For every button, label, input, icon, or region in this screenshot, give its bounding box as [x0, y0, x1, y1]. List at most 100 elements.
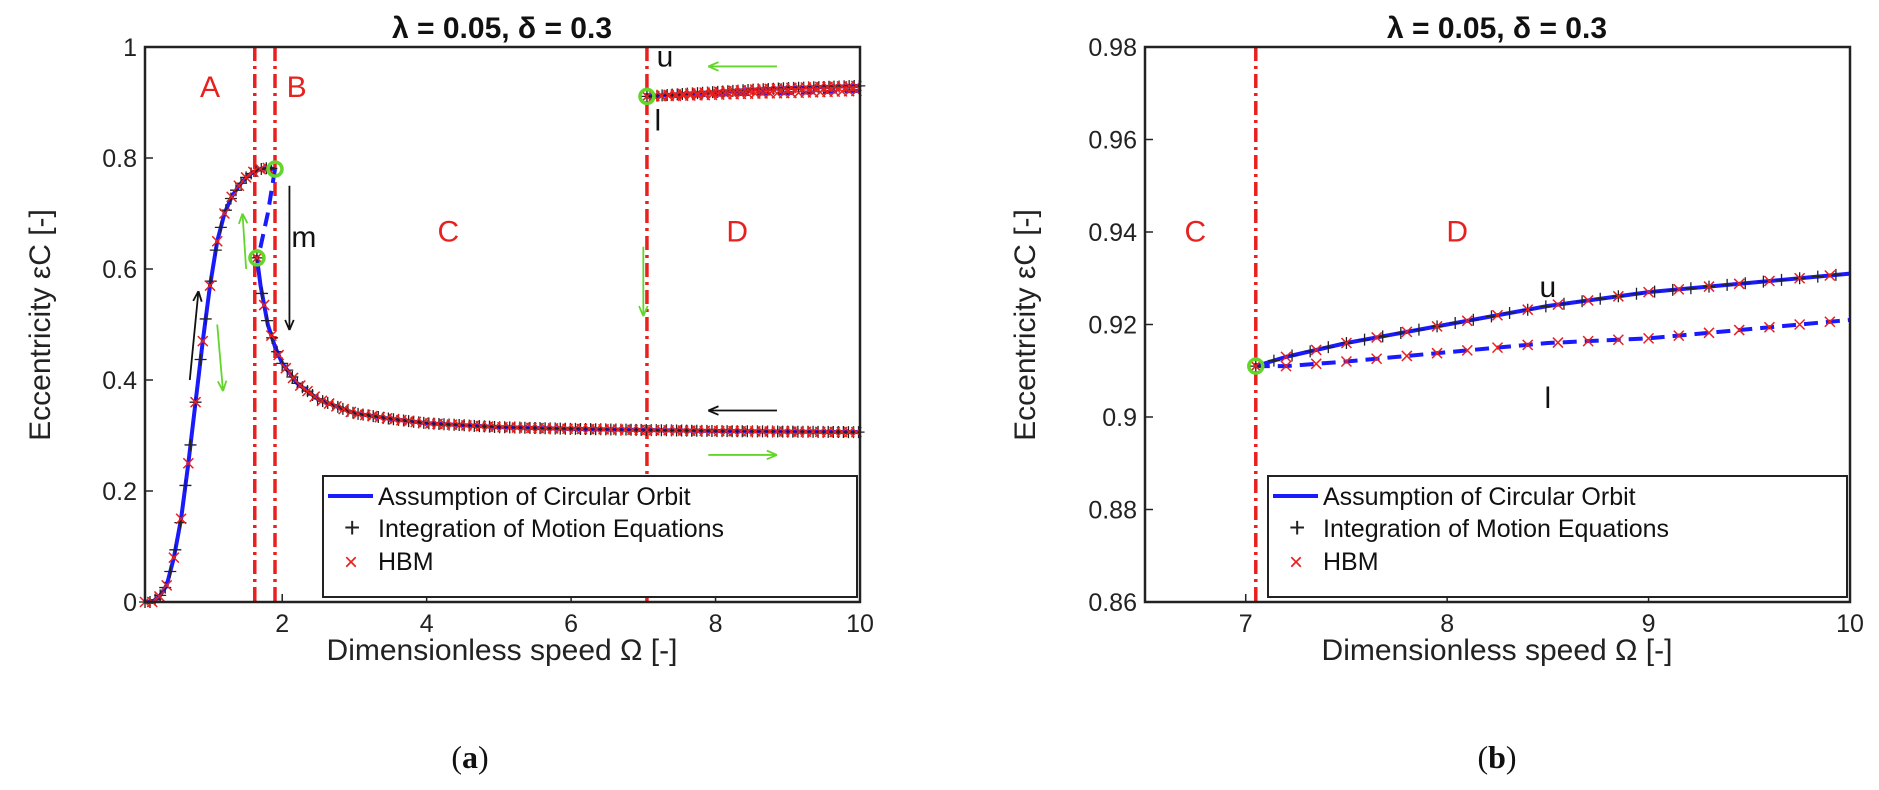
- plus-marker: [1684, 282, 1697, 295]
- direction-arrowhead: [638, 305, 649, 317]
- plus-marker: [1666, 283, 1679, 296]
- region-label: A: [200, 71, 220, 104]
- y-tick-label: 0.86: [1088, 589, 1137, 617]
- x-tick-label: 6: [564, 610, 578, 638]
- plus-marker: [1739, 277, 1752, 290]
- cross-marker: [218, 207, 230, 220]
- legend-label-integration: Integration of Motion Equations: [1323, 515, 1669, 543]
- direction-arrowhead: [707, 405, 719, 416]
- cross-marker: [1552, 299, 1564, 311]
- cross-marker: [1280, 360, 1292, 372]
- cross-marker: [1522, 339, 1534, 351]
- cross-marker: [1431, 320, 1443, 332]
- cross-marker: [1461, 344, 1473, 356]
- curve-1: [255, 168, 277, 259]
- cross-marker: [1522, 304, 1534, 316]
- cross-marker: [1310, 344, 1322, 356]
- panel-b-legend-box: [1267, 475, 1848, 598]
- y-tick-label: 0.94: [1088, 219, 1137, 247]
- x-tick-label: 9: [1642, 610, 1656, 638]
- cross-marker: [1582, 294, 1594, 306]
- direction-arrowhead: [217, 380, 228, 392]
- panel-b-title: λ = 0.05, δ = 0.3: [1387, 12, 1607, 45]
- cross-marker: [1340, 355, 1352, 368]
- plus-marker: [1503, 307, 1516, 320]
- cross-marker: [168, 552, 180, 564]
- plus-marker: [1594, 292, 1607, 305]
- cross-marker: [301, 385, 314, 397]
- cross-marker: [1643, 286, 1655, 298]
- y-tick-label: 0.96: [1088, 127, 1137, 155]
- plus-marker: [184, 438, 197, 451]
- cross-marker: [1794, 318, 1806, 331]
- cross-marker: [1582, 335, 1594, 347]
- plus-marker: [1322, 341, 1335, 354]
- plus-marker: [1539, 300, 1552, 313]
- direction-arrowhead: [238, 213, 249, 225]
- plus-marker: [1358, 333, 1371, 346]
- x-tick-label: 7: [1239, 610, 1253, 638]
- legend-label-circular: Assumption of Circular Orbit: [1323, 483, 1636, 511]
- plus-marker: [1449, 317, 1462, 330]
- cross-marker: [1763, 321, 1775, 333]
- legend-plus-swatch: +: [344, 512, 360, 543]
- direction-arrow: [188, 291, 200, 381]
- cross-marker: [1461, 315, 1473, 327]
- cross-marker: [251, 252, 263, 264]
- x-tick-label: 8: [709, 610, 723, 638]
- cross-marker: [1340, 337, 1352, 349]
- y-tick-label: 0.6: [102, 256, 137, 284]
- plus-marker: [214, 221, 227, 234]
- plus-marker: [169, 543, 182, 556]
- cross-marker: [323, 398, 335, 410]
- cross-marker: [1401, 326, 1413, 338]
- cross-marker: [1703, 281, 1715, 293]
- caption-b: (b): [1477, 739, 1516, 775]
- panel-b-ylabel: Eccentricity εC [-]: [1009, 209, 1042, 441]
- branch-label: m: [291, 221, 316, 254]
- cross-marker: [316, 395, 328, 407]
- x-tick-label: 2: [275, 610, 289, 638]
- turning-point-marker: [1247, 357, 1265, 375]
- branch-label: l: [654, 104, 661, 137]
- plus-marker: [1775, 273, 1788, 286]
- plus-marker: [261, 314, 274, 327]
- cross-marker: [247, 166, 259, 178]
- y-tick-label: 0.98: [1088, 34, 1137, 62]
- plus-marker: [209, 244, 222, 257]
- panel-b-axes-box: [1143, 45, 1852, 604]
- direction-arrowhead: [192, 290, 203, 302]
- cross-marker: [1371, 331, 1383, 343]
- cross-marker: [226, 191, 238, 203]
- cross-marker: [182, 457, 194, 469]
- turning-point-marker: [266, 160, 284, 178]
- cross-marker: [1673, 330, 1685, 342]
- cross-marker: [1703, 327, 1715, 339]
- cross-marker: [153, 590, 165, 602]
- legend-label-hbm: HBM: [378, 548, 434, 576]
- cross-marker: [1491, 342, 1504, 354]
- region-label: D: [726, 215, 748, 248]
- plus-marker: [194, 353, 207, 366]
- plus-marker: [1630, 287, 1643, 300]
- plus-marker: [199, 312, 212, 325]
- cross-marker: [240, 171, 252, 183]
- legend-plus-swatch: +: [1289, 512, 1305, 543]
- cross-marker: [175, 513, 187, 525]
- cross-marker: [1280, 351, 1292, 363]
- legend-label-integration: Integration of Motion Equations: [378, 515, 724, 543]
- branch-label: l: [1545, 382, 1552, 415]
- caption-a: (a): [451, 739, 488, 775]
- cross-marker: [1824, 316, 1836, 328]
- plus-marker: [1648, 285, 1661, 298]
- y-tick-label: 0.4: [102, 367, 137, 395]
- turning-point-marker: [638, 87, 656, 106]
- cross-marker: [161, 579, 173, 591]
- region-label: C: [1185, 215, 1207, 248]
- panel-a: 2 4 6 8 10 0 0.2 0.4 0.6 0.8 1 A B C Dul m λ = 0.05, δ …: [24, 12, 874, 775]
- plus-marker: [1576, 295, 1589, 308]
- panel-a-xlabel: Dimensionless speed Ω [-]: [327, 634, 678, 667]
- cross-marker: [1612, 290, 1624, 302]
- plus-marker: [1811, 270, 1824, 283]
